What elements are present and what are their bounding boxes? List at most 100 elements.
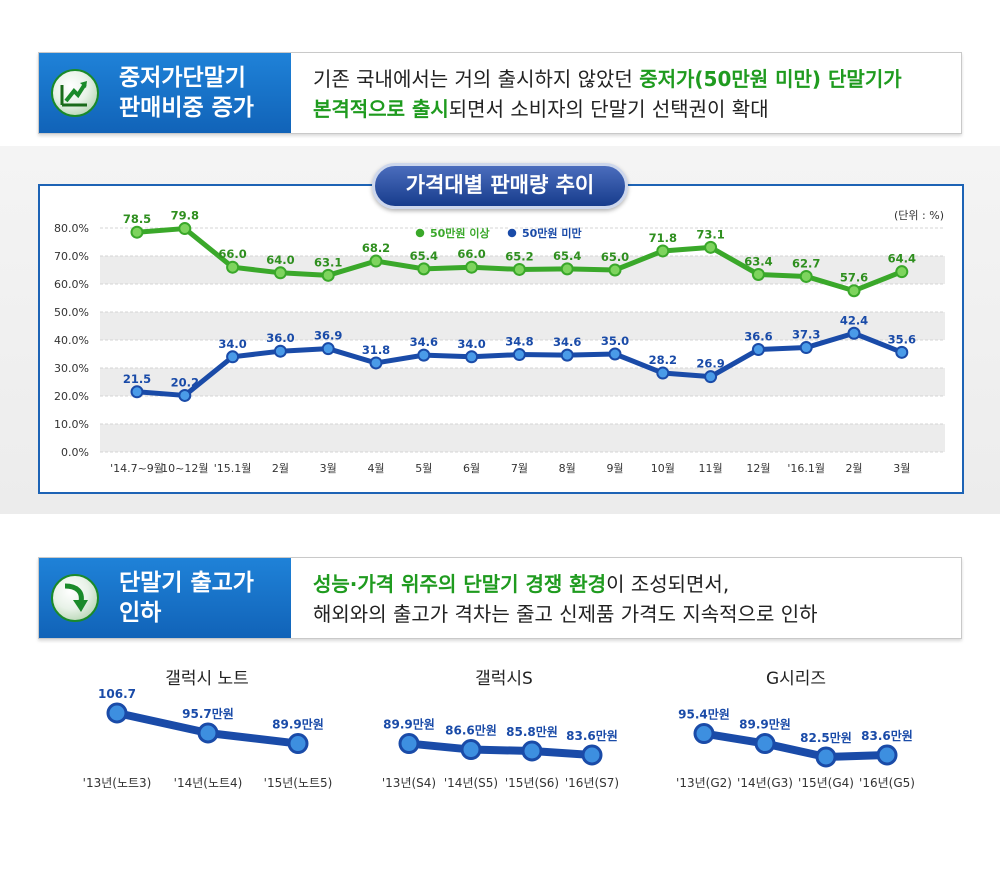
- mini-x-label: '14년(S5): [444, 776, 498, 790]
- data-point: [704, 370, 718, 384]
- data-label: 64.0: [266, 253, 294, 267]
- data-label: 66.0: [457, 247, 485, 261]
- data-label: 35.0: [601, 334, 629, 348]
- x-tick-label: 2월: [845, 462, 862, 475]
- data-point: [130, 385, 144, 399]
- mini-data-label: 95.7만원: [182, 706, 234, 721]
- y-tick-label: 60.0%: [54, 278, 89, 291]
- mini-x-label: '16년(S7): [565, 776, 619, 790]
- data-point: [465, 260, 479, 274]
- legend-marker: [506, 227, 518, 239]
- x-tick-label: 6월: [463, 462, 480, 475]
- data-label: 36.0: [266, 331, 294, 345]
- mini-data-label: 85.8만원: [506, 724, 558, 739]
- data-label: 34.0: [218, 337, 246, 351]
- data-point: [465, 350, 479, 364]
- section-price-cut: 단말기 출고가 인하 성능·가격 위주의 단말기 경쟁 환경이 조성되면서, 해…: [38, 557, 962, 639]
- mini-x-label: '15년(G4): [798, 776, 854, 790]
- data-point: [799, 269, 813, 283]
- data-label: 68.2: [362, 241, 390, 255]
- data-point: [560, 348, 574, 362]
- mini-data-label: 83.6만원: [861, 728, 913, 743]
- section-sales-share-header: 중저가단말기 판매비중 증가: [39, 53, 291, 133]
- data-label: 34.0: [457, 337, 485, 351]
- y-tick-label: 10.0%: [54, 418, 89, 431]
- data-label: 57.6: [840, 271, 868, 285]
- mini-data-point: [287, 733, 309, 755]
- x-tick-label: 3월: [320, 462, 337, 475]
- mini-data-label: 82.5만원: [800, 730, 852, 745]
- data-label: 71.8: [649, 231, 677, 245]
- mini-data-label: 89.9만원: [272, 717, 324, 732]
- data-label: 66.0: [218, 247, 246, 261]
- data-label: 73.1: [696, 227, 724, 241]
- mini-data-point: [197, 722, 219, 744]
- text-part: 해외와의 출고가 격차는 줄고 신제품 가격도 지속적으로 인하: [313, 602, 818, 626]
- grid-band: [100, 312, 945, 340]
- data-label: 65.4: [410, 249, 438, 263]
- section-price-cut-text: 성능·가격 위주의 단말기 경쟁 환경이 조성되면서, 해외와의 출고가 격차는…: [313, 569, 953, 629]
- data-point: [608, 263, 622, 277]
- mini-data-point: [460, 739, 482, 761]
- data-point: [560, 262, 574, 276]
- mini-data-point: [398, 733, 420, 755]
- mini-series-line: [703, 729, 888, 761]
- mini-data-point: [754, 733, 776, 755]
- x-tick-label: 3월: [893, 462, 910, 475]
- x-tick-label: '14.7~9월: [110, 462, 164, 475]
- x-tick-label: 12월: [746, 462, 770, 475]
- section-sales-share-text: 기존 국내에서는 거의 출시하지 않았던 중저가(50만원 미만) 단말기가 본…: [313, 64, 953, 124]
- grid-band: [100, 424, 945, 452]
- data-label: 35.6: [888, 332, 916, 346]
- y-tick-label: 20.0%: [54, 390, 89, 403]
- data-point: [130, 225, 144, 239]
- data-point: [656, 244, 670, 258]
- data-point: [847, 326, 861, 340]
- data-label: 78.5: [123, 212, 151, 226]
- data-label: 37.3: [792, 328, 820, 342]
- section-sales-share: 중저가단말기 판매비중 증가 기존 국내에서는 거의 출시하지 않았던 중저가(…: [38, 52, 962, 134]
- data-point: [799, 341, 813, 355]
- data-label: 65.4: [553, 249, 581, 263]
- mini-data-point: [106, 702, 128, 724]
- data-point: [273, 344, 287, 358]
- data-point: [895, 345, 909, 359]
- section-title-line2: 판매비중 증가: [119, 95, 254, 121]
- legend-marker: [414, 227, 426, 239]
- text-highlight: 중저가(50만원 미만) 단말기가: [639, 67, 902, 91]
- mini-data-point: [521, 740, 543, 762]
- mini-x-label: '13년(노트3): [83, 776, 152, 790]
- data-label: 36.6: [744, 330, 772, 344]
- mini-data-label: 83.6만원: [566, 728, 618, 743]
- text-part: 기존 국내에서는 거의 출시하지 않았던: [313, 67, 640, 91]
- data-label: 42.4: [840, 313, 868, 327]
- data-point: [369, 254, 383, 268]
- data-point: [512, 348, 526, 362]
- unit-label: (단위 : %): [894, 209, 944, 222]
- mini-data-point: [876, 744, 898, 766]
- data-label: 21.5: [123, 372, 151, 386]
- x-tick-label: 4월: [367, 462, 384, 475]
- section-sales-share-title: 중저가단말기 판매비중 증가: [119, 63, 289, 123]
- section-title-line1: 중저가단말기: [119, 65, 246, 91]
- data-label: 26.9: [696, 357, 724, 371]
- mini-x-label: '14년(노트4): [174, 776, 243, 790]
- text-highlight: 본격적으로 출시: [313, 97, 449, 121]
- data-point: [226, 260, 240, 274]
- mini-data-point: [693, 723, 715, 745]
- mini-data-label: 95.4만원: [678, 707, 730, 722]
- data-point: [273, 266, 287, 280]
- x-tick-label: 2월: [272, 462, 289, 475]
- data-point: [608, 347, 622, 361]
- y-tick-label: 0.0%: [61, 446, 89, 459]
- x-tick-label: 10월: [651, 462, 675, 475]
- mini-chart-title-g: G시리즈: [765, 669, 827, 689]
- data-point: [369, 356, 383, 370]
- mini-series-line: [408, 739, 593, 759]
- x-tick-label: '15.1월: [214, 462, 252, 475]
- data-point: [178, 222, 192, 236]
- data-label: 62.7: [792, 256, 820, 270]
- data-label: 31.8: [362, 343, 390, 357]
